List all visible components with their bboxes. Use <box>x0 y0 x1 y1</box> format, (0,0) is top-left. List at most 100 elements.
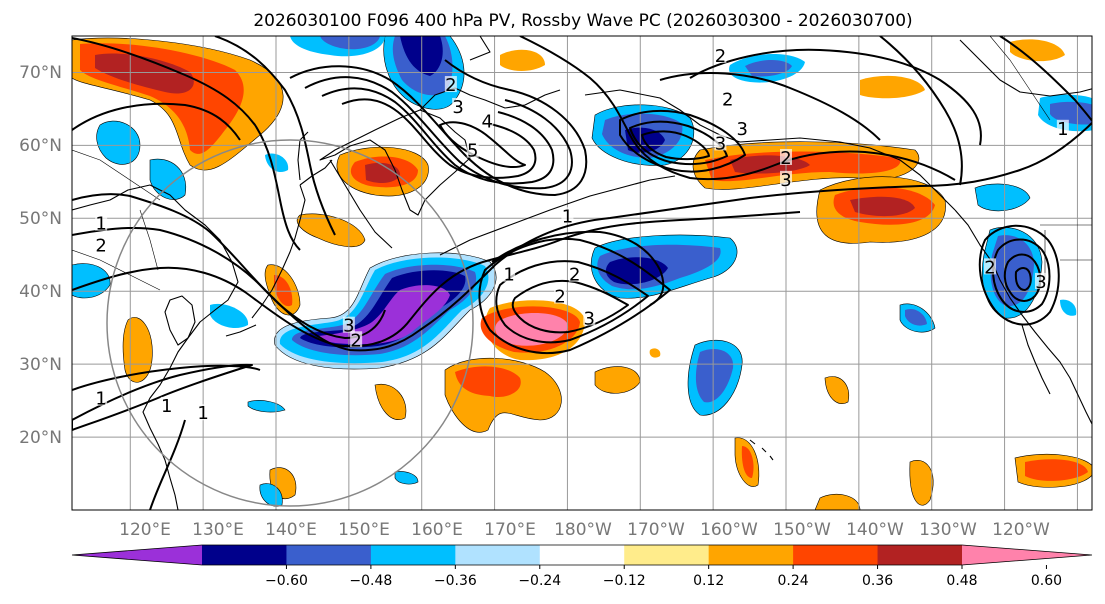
pv-contour <box>321 87 555 185</box>
contour-label-bg <box>714 46 727 63</box>
contour-label-bg <box>95 389 108 406</box>
lat-label: 30°N <box>19 355 62 375</box>
pv-contour <box>978 224 1060 326</box>
pv-contours <box>72 36 1092 510</box>
pv-contour <box>304 76 573 190</box>
pv-contour <box>1003 253 1042 302</box>
contour-label: 3 <box>584 308 595 329</box>
contour-label: 4 <box>482 112 493 133</box>
contour-label-bg <box>1035 272 1047 289</box>
shade-pink <box>495 313 569 346</box>
pv-contour <box>289 59 588 196</box>
pv-contour <box>149 419 186 510</box>
longitude-labels: 120°E 130°E 140°E 150°E 160°E 170°E 180°… <box>119 520 1050 540</box>
contour-label: 1 <box>197 403 208 424</box>
shade-darkred <box>850 196 915 217</box>
shade-red <box>455 366 521 398</box>
pv-contour <box>491 230 665 306</box>
shade-skyblue <box>1060 299 1077 316</box>
pv-contour <box>341 98 537 179</box>
colorbar-swatch <box>793 545 879 565</box>
contour-label: 2 <box>554 287 565 308</box>
lon-label: 140°E <box>265 520 317 540</box>
contour-label: 2 <box>445 75 456 96</box>
contour-label: 2 <box>984 257 995 278</box>
arctic-coastline <box>469 36 1092 97</box>
contour-label-bg <box>736 119 749 136</box>
contour-label: 1 <box>1057 119 1068 140</box>
contour-label: 5 <box>467 141 478 162</box>
contour-label-bg <box>780 170 792 187</box>
lon-label: 170°W <box>627 520 685 540</box>
shade-blue <box>905 308 927 326</box>
pv-contour <box>629 120 728 165</box>
lat-label: 20°N <box>19 428 62 448</box>
lat-label: 50°N <box>19 209 62 229</box>
pv-contour <box>72 37 301 251</box>
colorbar-tick-label: 0.12 <box>693 573 724 589</box>
pv-contour <box>1014 267 1032 291</box>
reference-circle <box>106 139 474 507</box>
contour-label-bg <box>350 331 363 348</box>
shade-red <box>274 275 293 307</box>
shade-blue <box>695 348 734 403</box>
pv-contour <box>439 121 526 168</box>
shade-blue <box>990 235 1034 307</box>
alaska-coastline <box>584 89 956 211</box>
pv-contour <box>559 211 801 241</box>
shade-orange <box>649 348 661 358</box>
lat-label: 70°N <box>19 63 62 83</box>
contour-label: 2 <box>722 90 733 111</box>
contour-label-bg <box>554 287 567 304</box>
colorbar-swatch <box>370 545 456 565</box>
contour-label: 1 <box>95 389 106 410</box>
shade-orange <box>374 383 407 420</box>
colorbar-swatch <box>286 545 372 565</box>
contour-label: 3 <box>715 133 726 154</box>
pv-contour <box>689 48 982 146</box>
contour-label-bg <box>452 97 465 114</box>
lon-label: 140°W <box>846 520 904 540</box>
baja-coastline <box>1021 324 1051 395</box>
border-line <box>989 36 1092 280</box>
contour-label: 2 <box>715 46 726 67</box>
korea-coastline <box>164 295 196 346</box>
contour-label: 1 <box>95 214 106 235</box>
pv-contour <box>879 36 963 186</box>
colorbar-tick-label: −0.24 <box>518 573 561 589</box>
contour-label: 2 <box>780 148 791 169</box>
lon-label: 170°E <box>484 520 536 540</box>
shade-red <box>1025 459 1088 481</box>
contour-label-bg <box>160 396 173 413</box>
contour-label-bg <box>721 90 734 107</box>
shade-orange <box>1010 39 1065 62</box>
kamchatka-coastline <box>319 109 471 216</box>
shade-orange <box>814 494 861 510</box>
contour-label-bg <box>714 134 727 151</box>
contour-label-bg <box>561 207 574 224</box>
colorbar-swatch <box>877 545 963 565</box>
pv-contour <box>495 260 649 344</box>
colorbar-tick-label: −0.60 <box>265 573 308 589</box>
pv-contour <box>999 36 1092 123</box>
contour-label-bg <box>95 236 108 253</box>
shade-orange <box>824 376 850 404</box>
colorbar: −0.60 −0.48 −0.36 −0.24 −0.12 0.12 0.24 0.36 0.4… <box>71 544 1093 589</box>
contour-label: 1 <box>503 265 514 286</box>
pv-contour <box>641 130 710 161</box>
hawaii-coastline <box>749 439 774 461</box>
shade-orange <box>296 213 366 248</box>
contour-label: 1 <box>161 396 172 417</box>
contour-label-bg <box>197 404 210 421</box>
colorbar-tick-label: 0.36 <box>862 573 893 589</box>
contour-label-bg <box>342 316 355 333</box>
contour-label: 2 <box>569 265 580 286</box>
shade-blue <box>320 36 380 50</box>
colorbar-swatch <box>455 545 541 565</box>
figure-title: 2026030100 F096 400 hPa PV, Rossby Wave … <box>253 11 912 31</box>
shade-skyblue <box>72 263 111 299</box>
shade-skyblue <box>974 183 1031 212</box>
lon-label: 150°W <box>773 520 831 540</box>
